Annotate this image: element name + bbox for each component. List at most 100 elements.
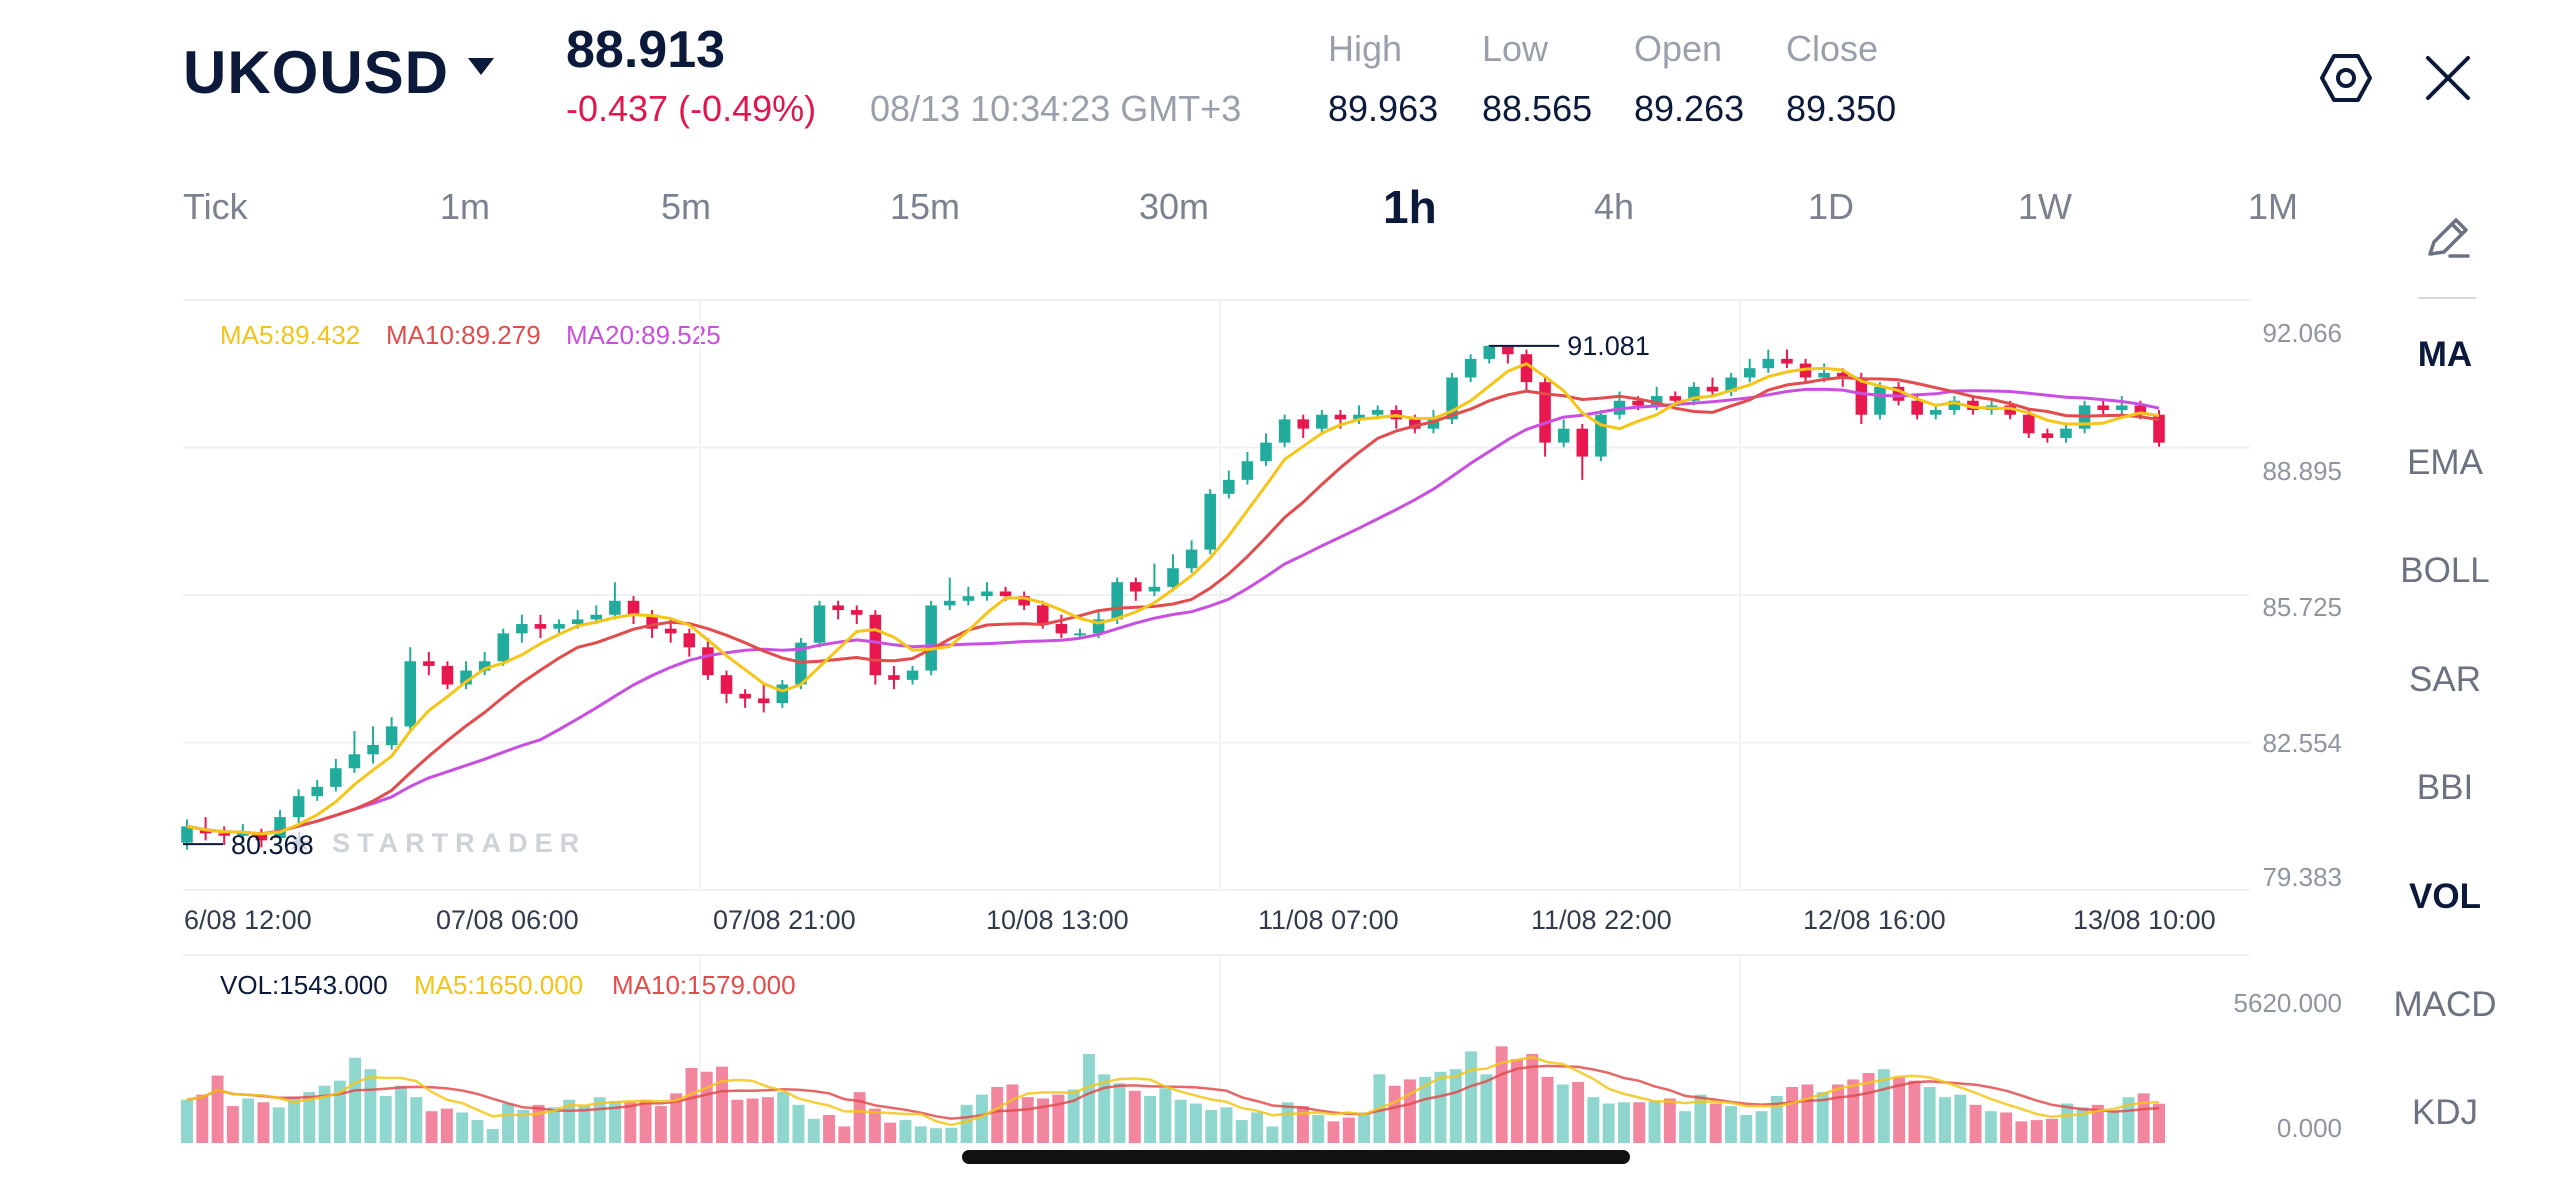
candle-body bbox=[2023, 414, 2035, 434]
volume-bar bbox=[1617, 1102, 1630, 1143]
candle-body bbox=[1632, 400, 1644, 406]
hexagon-settings-icon[interactable] bbox=[2318, 50, 2374, 106]
candle-body bbox=[1743, 368, 1756, 378]
tab-15m[interactable]: 15m bbox=[890, 186, 961, 227]
volume-bar bbox=[181, 1099, 193, 1143]
candle-body bbox=[1241, 461, 1254, 480]
candle-body bbox=[181, 826, 193, 843]
candle-body bbox=[1948, 400, 1961, 411]
vol-ma10-legend: MA10:1579.000 bbox=[612, 970, 796, 1000]
volume-bar bbox=[2046, 1118, 2058, 1143]
candle-body bbox=[237, 833, 249, 836]
volume-bar bbox=[196, 1094, 209, 1143]
price-change: -0.437 (-0.49%) bbox=[566, 88, 817, 129]
indicator-boll[interactable]: BOLL bbox=[2400, 551, 2490, 590]
candle-body bbox=[1353, 414, 1365, 420]
tab-5m[interactable]: 5m bbox=[661, 186, 712, 227]
candle-body bbox=[776, 684, 789, 704]
candle-body bbox=[609, 600, 621, 615]
volume-bar bbox=[349, 1057, 362, 1143]
volume-bar bbox=[1419, 1076, 1432, 1143]
close-icon[interactable] bbox=[2420, 50, 2476, 106]
volume-bar bbox=[1939, 1097, 1951, 1143]
volume-bar bbox=[914, 1126, 927, 1143]
volume-bar bbox=[1144, 1095, 1157, 1143]
tab-tick[interactable]: Tick bbox=[183, 186, 248, 227]
volume-bar bbox=[1312, 1115, 1325, 1143]
candle-body bbox=[1967, 400, 1979, 411]
tab-1d[interactable]: 1D bbox=[1808, 186, 1855, 227]
volume-bar bbox=[899, 1120, 912, 1143]
tab-1w[interactable]: 1W bbox=[2018, 186, 2072, 227]
indicator-bbi[interactable]: BBI bbox=[2416, 768, 2474, 807]
candle-body bbox=[1836, 372, 1849, 378]
volume-bar bbox=[1434, 1071, 1447, 1143]
indicator-vol[interactable]: VOL bbox=[2409, 877, 2481, 916]
volume-bar bbox=[425, 1111, 438, 1143]
candle-body bbox=[1167, 568, 1179, 587]
volume-bar bbox=[486, 1129, 499, 1143]
volume-bar bbox=[792, 1104, 805, 1143]
volume-bar bbox=[2076, 1107, 2089, 1143]
candle-body bbox=[1204, 493, 1216, 550]
candle-body bbox=[1669, 396, 1682, 401]
volume-bar bbox=[1037, 1098, 1050, 1143]
volume-bar bbox=[670, 1093, 683, 1143]
candle-body bbox=[404, 661, 417, 727]
candle-body bbox=[906, 670, 919, 680]
volume-bar bbox=[318, 1085, 331, 1143]
volume-bar bbox=[1679, 1111, 1692, 1143]
volume-bar bbox=[639, 1099, 652, 1143]
volume-bar bbox=[1786, 1087, 1799, 1143]
candle-body bbox=[2004, 405, 2016, 415]
candle-body bbox=[1929, 410, 1942, 415]
volume-bar bbox=[1052, 1094, 1065, 1143]
indicator-ema[interactable]: EMA bbox=[2407, 443, 2483, 482]
volume-bar bbox=[1572, 1081, 1585, 1143]
tab-1m[interactable]: 1m bbox=[440, 186, 491, 227]
volume-bar bbox=[333, 1080, 346, 1143]
candle-body bbox=[1483, 345, 1496, 359]
volume-bar bbox=[288, 1097, 300, 1143]
volume-bar bbox=[1862, 1073, 1875, 1143]
volume-bar bbox=[1893, 1076, 1906, 1143]
volume-bar bbox=[1327, 1121, 1340, 1143]
volume-bar bbox=[303, 1092, 316, 1143]
candle-body bbox=[1688, 386, 1700, 401]
x-tick-label: 12/08 16:00 bbox=[1803, 905, 1946, 935]
candle-body bbox=[943, 600, 956, 606]
volume-bar bbox=[1281, 1102, 1294, 1143]
indicator-sar[interactable]: SAR bbox=[2409, 660, 2481, 699]
candle-body bbox=[925, 605, 937, 671]
candle-body bbox=[1037, 605, 1049, 625]
tab-1mo[interactable]: 1M bbox=[2248, 186, 2299, 227]
tab-1h[interactable]: 1h bbox=[1383, 181, 1437, 233]
volume-bar bbox=[777, 1092, 790, 1143]
pencil-icon[interactable] bbox=[2420, 210, 2476, 266]
volume-bar bbox=[1082, 1053, 1095, 1143]
candle-body bbox=[1576, 428, 1589, 457]
tab-30m[interactable]: 30m bbox=[1139, 186, 1210, 227]
candle-body bbox=[1130, 582, 1142, 592]
symbol-selector[interactable]: UKOUSD bbox=[183, 39, 450, 106]
indicator-ma[interactable]: MA bbox=[2417, 335, 2473, 374]
indicator-macd[interactable]: MACD bbox=[2393, 985, 2497, 1024]
stat-value-high: 89.963 bbox=[1328, 88, 1439, 129]
indicator-kdj[interactable]: KDJ bbox=[2411, 1093, 2479, 1132]
candle-body bbox=[1762, 358, 1775, 369]
candle-body bbox=[1427, 419, 1440, 429]
volume-bar bbox=[1602, 1103, 1615, 1143]
volume-bar bbox=[1465, 1051, 1478, 1143]
tab-4h[interactable]: 4h bbox=[1594, 186, 1635, 227]
star-icon: ✳ bbox=[288, 828, 318, 858]
watermark-text: STARTRADER bbox=[332, 828, 587, 858]
volume-bar bbox=[1159, 1088, 1172, 1143]
volume-bar bbox=[853, 1092, 866, 1143]
caret-down-icon[interactable] bbox=[468, 58, 494, 75]
candle-body bbox=[1539, 382, 1551, 443]
volume-bar bbox=[1770, 1095, 1783, 1143]
candle-body bbox=[1706, 386, 1719, 392]
vol-y-tick-label: 0.000 bbox=[2276, 1113, 2342, 1143]
candle-body bbox=[1092, 619, 1105, 634]
